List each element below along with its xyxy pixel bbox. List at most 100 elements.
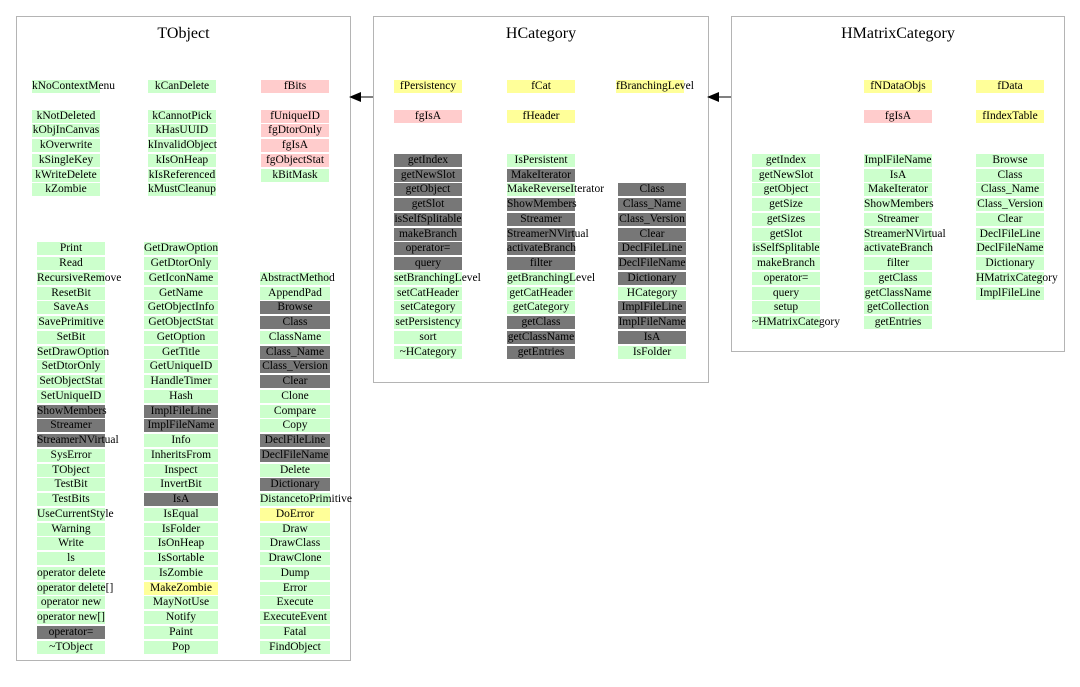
member-entry: operator new <box>37 596 105 610</box>
member-entry: getObject <box>394 183 462 197</box>
member-entry: ImplFileName <box>144 419 218 433</box>
member-entry: fgObjectStat <box>261 153 329 167</box>
member-entry: fData <box>976 80 1044 93</box>
member-entry: getCategory <box>507 301 575 315</box>
member-entry: kOverwrite <box>32 139 100 152</box>
member-entry: Class_Version <box>976 198 1044 211</box>
member-entry: getEntries <box>507 345 575 359</box>
member-entry: ImplFileLine <box>976 286 1044 300</box>
member-entry: fCat <box>507 80 575 93</box>
member-entry: operator new[] <box>37 611 106 624</box>
member-entry: ImplFileName <box>618 316 686 329</box>
member-entry: Class <box>976 168 1044 182</box>
member-entry: kMustCleanup <box>148 183 216 197</box>
member-entry: ShowMembers <box>37 404 107 418</box>
member-entry: query <box>752 286 820 300</box>
member-entry: DoError <box>260 507 330 521</box>
member-entry: Fatal <box>260 625 330 639</box>
member-entry: Dictionary <box>618 271 686 285</box>
member-entry: getNewSlot <box>394 168 462 182</box>
member-entry: Browse <box>976 153 1044 167</box>
member-entry: ImplFileName <box>864 153 932 167</box>
member-entry: setBranchingLevel <box>394 271 481 285</box>
member-entry: HMatrixCategory <box>976 271 1058 285</box>
member-entry: kIsReferenced <box>148 168 216 182</box>
member-entry: Execute <box>260 596 330 610</box>
member-entry: kZombie <box>32 183 100 197</box>
member-entry: Paint <box>144 625 218 639</box>
member-entry: Read <box>37 257 105 270</box>
member-entry: GetUniqueID <box>144 360 218 374</box>
member-entry: Streamer <box>37 419 105 433</box>
member-entry: Streamer <box>864 212 932 226</box>
member-entry: getEntries <box>864 316 932 329</box>
member-entry: setCatHeader <box>394 286 462 300</box>
member-entry: operator delete <box>37 566 106 580</box>
member-entry: makeBranch <box>752 257 820 270</box>
member-entry: getClass <box>507 316 575 329</box>
member-entry: getClassName <box>507 330 575 344</box>
member-entry: operator delete[] <box>37 581 114 595</box>
member-entry: getIndex <box>752 153 820 167</box>
member-entry: Class <box>260 316 330 329</box>
member-entry: GetTitle <box>144 345 218 359</box>
member-entry: DeclFileName <box>976 242 1044 256</box>
member-entry: filter <box>507 257 575 270</box>
member-entry: IsSortable <box>144 552 218 565</box>
member-entry: IsPersistent <box>507 153 575 167</box>
member-entry: GetName <box>144 286 218 300</box>
member-entry: DeclFileName <box>260 448 330 462</box>
member-entry: Error <box>260 581 330 595</box>
member-entry: Copy <box>260 419 330 433</box>
member-entry: Streamer <box>507 212 575 226</box>
member-entry: sort <box>394 330 462 344</box>
member-entry: StreamerNVirtual <box>864 227 946 241</box>
member-entry: getIndex <box>394 153 462 167</box>
member-entry: makeBranch <box>394 227 462 241</box>
member-entry: SavePrimitive <box>37 316 105 329</box>
member-entry: InvertBit <box>144 478 218 492</box>
member-entry: Info <box>144 434 218 447</box>
member-entry: kObjInCanvas <box>32 124 100 138</box>
member-entry: Inspect <box>144 463 218 477</box>
member-entry: setCategory <box>394 301 462 315</box>
member-entry: AppendPad <box>260 286 330 300</box>
member-entry: Dictionary <box>976 257 1044 270</box>
member-entry: MakeReverseIterator <box>507 183 605 197</box>
member-entry: getClassName <box>864 286 932 300</box>
member-entry: MakeIterator <box>864 183 932 197</box>
member-entry: DeclFileName <box>618 257 686 270</box>
member-entry: Draw <box>260 522 330 536</box>
member-entry: Clear <box>976 212 1044 226</box>
member-entry: IsFolder <box>144 522 218 536</box>
member-entry: GetDrawOption <box>144 242 219 256</box>
member-entry: ShowMembers <box>864 198 934 211</box>
member-entry: IsZombie <box>144 566 218 580</box>
member-entry: operator= <box>394 242 462 256</box>
member-entry: Class_Name <box>260 345 330 359</box>
member-entry: ImplFileLine <box>144 404 218 418</box>
member-entry: MayNotUse <box>144 596 218 610</box>
member-entry: Pop <box>144 640 218 654</box>
member-entry: IsFolder <box>618 345 686 359</box>
member-entry: Hash <box>144 389 218 403</box>
member-entry: kNoContextMenu <box>32 80 116 93</box>
member-entry: AbstractMethod <box>260 271 335 285</box>
member-entry: Clear <box>618 227 686 241</box>
member-entry: TObject <box>37 463 105 477</box>
inheritance-arrow <box>707 92 731 102</box>
member-entry: isSelfSplitable <box>394 212 462 226</box>
member-entry: SetObjectStat <box>37 375 105 388</box>
member-entry: HandleTimer <box>144 375 218 388</box>
member-entry: kInvalidObject <box>148 139 217 152</box>
member-entry: fBranchingLevel <box>616 80 694 93</box>
member-entry: ShowMembers <box>507 198 577 211</box>
member-entry: GetOption <box>144 330 218 344</box>
member-entry: Print <box>37 242 105 256</box>
member-entry: DrawClass <box>260 537 330 551</box>
member-entry: InheritsFrom <box>144 448 218 462</box>
member-entry: Class_Name <box>618 198 686 211</box>
member-entry: DeclFileLine <box>976 227 1044 241</box>
member-entry: TestBit <box>37 478 105 492</box>
